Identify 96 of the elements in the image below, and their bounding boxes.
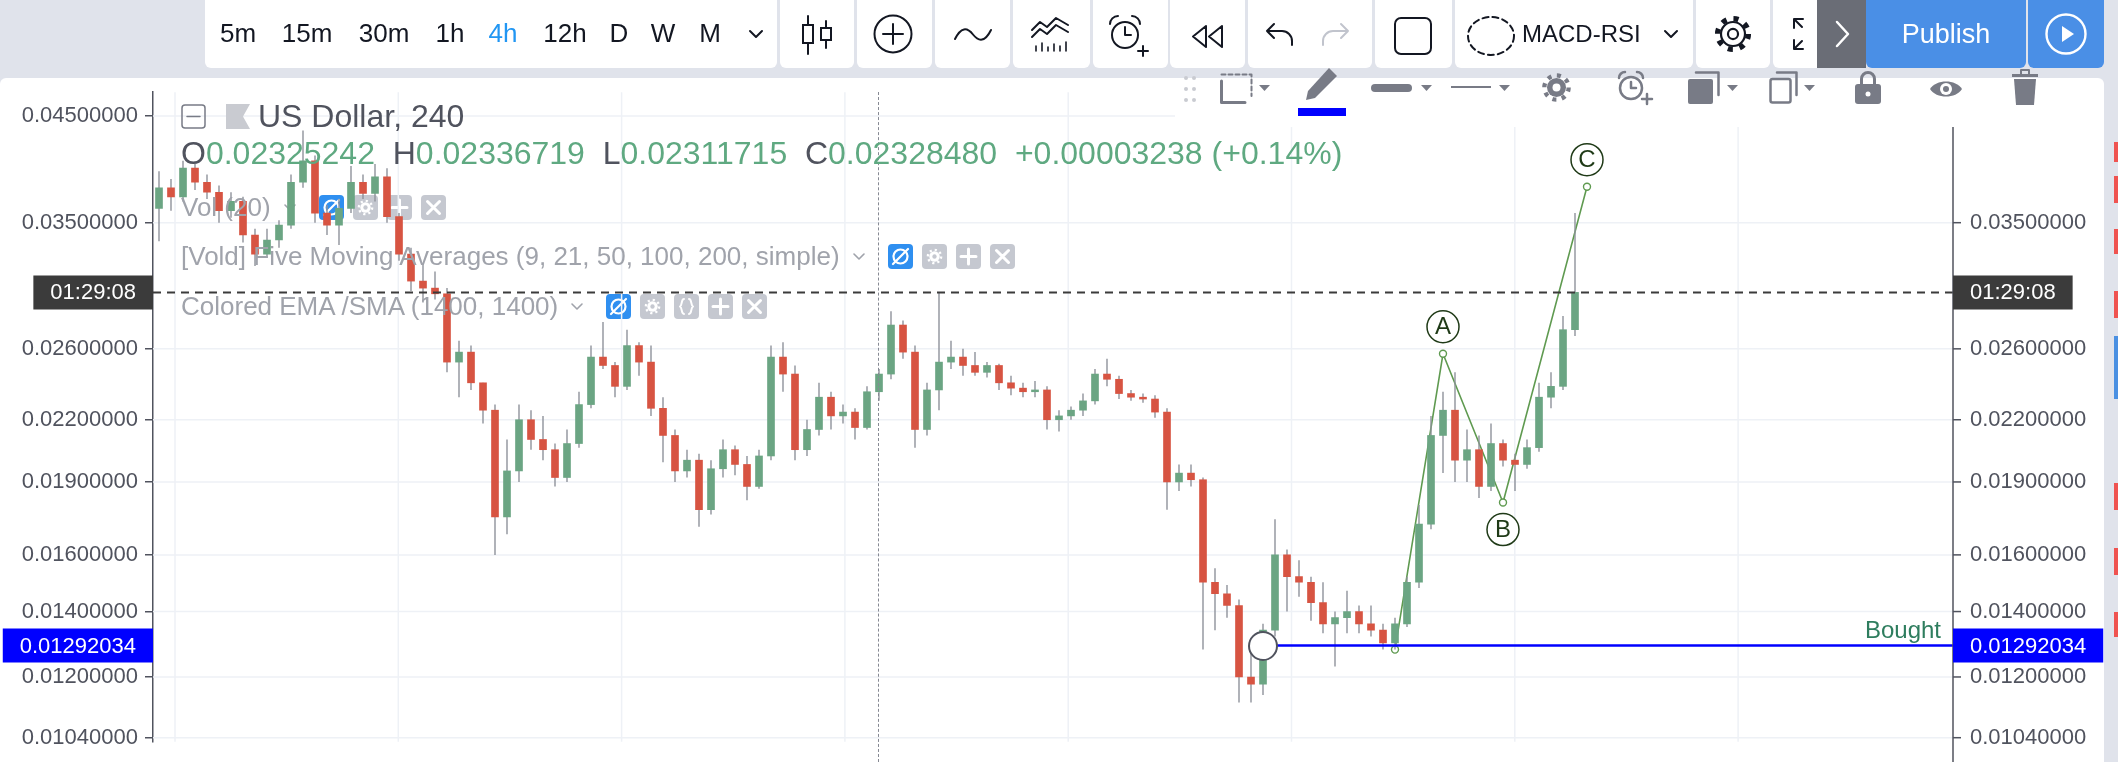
point <box>1498 498 1508 507</box>
chart-title: US Dollar, 240 <box>258 98 465 134</box>
candlestick <box>1307 575 1315 622</box>
y-tick-label: 0.01040000 <box>21 723 138 749</box>
candlestick <box>947 340 955 370</box>
y-tick-label: 0.01600000 <box>21 540 138 566</box>
y-tick-label: 0.03500000 <box>21 208 138 234</box>
text: 5m <box>219 18 257 48</box>
text: W <box>650 18 676 48</box>
data-label: C <box>1578 145 1596 173</box>
candlestick <box>1511 453 1519 492</box>
text: 0.02200000 <box>1970 405 2087 431</box>
candlestick <box>191 163 199 191</box>
candlestick <box>1175 463 1183 492</box>
text: O0.02325242 H0.02336719 L0.02311715 C0.02328480 +0.00003238 (+0.14%) <box>181 135 1343 171</box>
text: 0.01600000 <box>1970 540 2087 566</box>
text: M <box>699 18 721 48</box>
candlestick <box>827 391 835 431</box>
candlestick <box>1499 438 1507 468</box>
candlestick <box>875 368 883 402</box>
text: 12h <box>543 18 587 48</box>
candlestick <box>1283 548 1291 613</box>
text: 0.01040000 <box>1970 723 2087 749</box>
text: Publish <box>1901 19 1991 49</box>
candlestick <box>1223 584 1231 619</box>
candlestick <box>335 198 343 246</box>
candlestick <box>731 444 739 476</box>
text: 15m <box>281 18 333 48</box>
candlestick <box>1247 652 1255 704</box>
y-tick-label: 0.01200000 <box>21 663 138 689</box>
y-tick-label: 0.02600000 <box>21 334 138 360</box>
candlestick <box>1463 428 1471 483</box>
point <box>1582 182 1592 191</box>
y-tick-label: 0.01900000 <box>21 468 138 494</box>
candlestick <box>539 415 547 461</box>
y-tick-label: 0.01400000 <box>21 597 138 623</box>
text: MACD-RSI <box>1522 20 1641 47</box>
text: D <box>609 18 629 48</box>
candlestick <box>323 204 331 236</box>
candlestick <box>1295 559 1303 598</box>
text: 01:29:08 <box>1970 279 2056 305</box>
candlestick <box>743 455 751 501</box>
candlestick <box>155 170 163 242</box>
candlestick <box>1367 604 1375 638</box>
candlestick <box>995 363 1003 391</box>
text: 0.01200000 <box>1970 663 2087 689</box>
y-tick-label: 0.02200000 <box>21 405 138 431</box>
candlestick <box>1379 623 1387 651</box>
candlestick <box>599 321 607 370</box>
text: 0.01400000 <box>1970 597 2087 623</box>
text: 0.02600000 <box>1970 334 2087 360</box>
ref-line-label: Bought <box>1864 615 1942 643</box>
point <box>1438 349 1448 358</box>
candlestick <box>167 178 175 212</box>
candlestick <box>683 449 691 479</box>
candlestick <box>803 419 811 457</box>
y-tick-label: 0.04500000 <box>21 102 138 128</box>
candlestick <box>527 409 535 451</box>
candlestick <box>1019 382 1027 398</box>
text: 01:29:08 <box>50 279 136 305</box>
text: 4h <box>488 18 518 48</box>
candlestick <box>1151 394 1159 419</box>
candlestick <box>611 361 619 398</box>
text: 0.01292034 <box>1970 632 2087 658</box>
data-label: B <box>1494 515 1512 543</box>
candlestick <box>1211 567 1219 631</box>
candlestick <box>779 341 787 393</box>
candlestick <box>1331 610 1339 668</box>
text: 30m <box>358 18 410 48</box>
candlestick <box>455 340 463 398</box>
candlestick <box>1355 604 1363 635</box>
candlestick <box>971 351 979 377</box>
text: 1h <box>435 18 465 48</box>
candlestick <box>1523 438 1531 470</box>
candlestick <box>1115 375 1123 400</box>
candlestick <box>1547 371 1555 410</box>
candlestick <box>1319 581 1327 635</box>
candlestick <box>719 438 727 479</box>
candlestick <box>1391 616 1399 651</box>
candlestick <box>1055 409 1063 433</box>
candlestick <box>215 184 223 224</box>
data-label: A <box>1434 312 1452 340</box>
candlestick <box>371 163 379 203</box>
candlestick <box>1343 590 1351 635</box>
candlestick <box>839 403 847 425</box>
candlestick <box>1187 463 1195 488</box>
candlestick <box>1103 358 1111 388</box>
candlestick <box>359 173 367 200</box>
candlestick <box>851 407 859 441</box>
text: 0.01900000 <box>1970 468 2087 494</box>
candlestick <box>635 341 643 377</box>
text: 0.03500000 <box>1970 208 2087 234</box>
text: 0.01292034 <box>19 632 136 658</box>
candlestick <box>1079 392 1087 417</box>
candlestick <box>1007 375 1015 397</box>
candlestick <box>959 348 967 377</box>
